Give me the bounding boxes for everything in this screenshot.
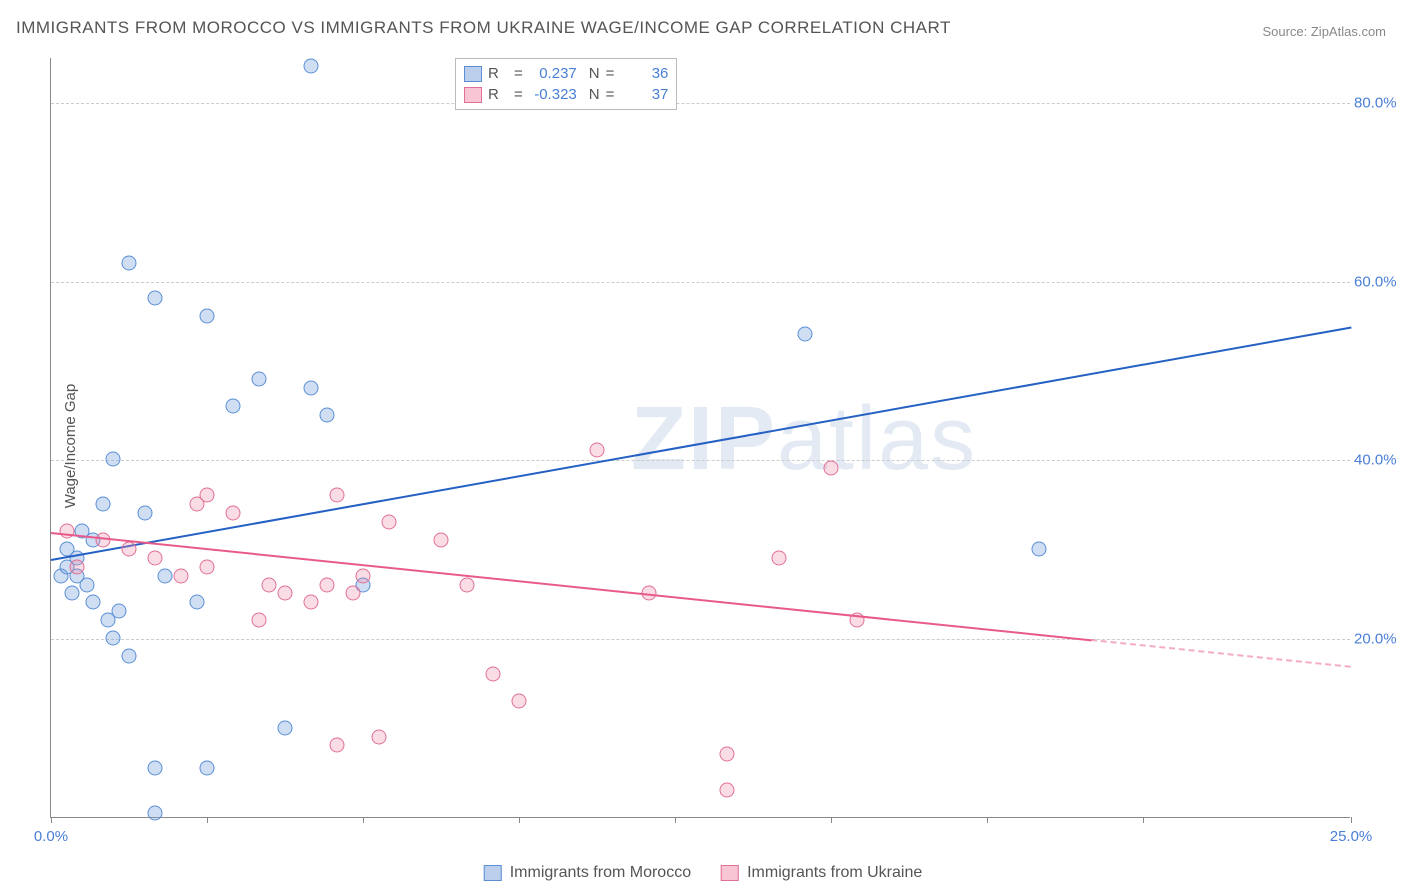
data-point: [382, 514, 397, 529]
swatch-icon: [464, 66, 482, 82]
data-point: [330, 488, 345, 503]
data-point: [304, 380, 319, 395]
x-tick: [1143, 817, 1144, 823]
data-point: [137, 506, 152, 521]
y-tick-label: 40.0%: [1354, 452, 1400, 469]
trend-line: [51, 532, 1091, 641]
stat-n-label: N: [589, 86, 600, 103]
trend-line-dashed: [1091, 639, 1351, 668]
data-point: [434, 532, 449, 547]
data-point: [148, 550, 163, 565]
swatch-icon: [464, 87, 482, 103]
bottom-legend: Immigrants from Morocco Immigrants from U…: [484, 864, 923, 882]
data-point: [772, 550, 787, 565]
gridline: [51, 103, 1350, 104]
data-point: [226, 506, 241, 521]
stat-n-value: 37: [620, 86, 668, 103]
data-point: [345, 586, 360, 601]
data-point: [512, 693, 527, 708]
stats-legend-box: R=0.237N=36R=-0.323N=37: [455, 58, 677, 110]
data-point: [106, 631, 121, 646]
data-point: [106, 452, 121, 467]
data-point: [330, 738, 345, 753]
gridline: [51, 282, 1350, 283]
stat-r-label: R: [488, 65, 508, 82]
stat-r-value: -0.323: [529, 86, 577, 103]
data-point: [356, 568, 371, 583]
stat-r-value: 0.237: [529, 65, 577, 82]
data-point: [319, 407, 334, 422]
data-point: [720, 783, 735, 798]
data-point: [252, 371, 267, 386]
data-point: [371, 729, 386, 744]
stats-row: R=-0.323N=37: [464, 84, 668, 105]
data-point: [319, 577, 334, 592]
x-tick: [519, 817, 520, 823]
x-tick: [675, 817, 676, 823]
gridline: [51, 639, 1350, 640]
data-point: [304, 58, 319, 73]
data-point: [590, 443, 605, 458]
legend-item: Immigrants from Ukraine: [721, 864, 922, 882]
x-tick-label: 25.0%: [1330, 828, 1373, 845]
data-point: [252, 613, 267, 628]
data-point: [111, 604, 126, 619]
x-tick: [831, 817, 832, 823]
data-point: [486, 666, 501, 681]
swatch-icon: [484, 865, 502, 881]
stat-n-label: N: [589, 65, 600, 82]
data-point: [64, 586, 79, 601]
data-point: [122, 649, 137, 664]
x-tick-label: 0.0%: [34, 828, 68, 845]
data-point: [174, 568, 189, 583]
gridline: [51, 460, 1350, 461]
data-point: [278, 586, 293, 601]
x-tick: [51, 817, 52, 823]
data-point: [460, 577, 475, 592]
swatch-icon: [721, 865, 739, 881]
chart-title: IMMIGRANTS FROM MOROCCO VS IMMIGRANTS FR…: [16, 18, 951, 38]
data-point: [122, 255, 137, 270]
data-point: [226, 398, 241, 413]
x-tick: [363, 817, 364, 823]
x-tick: [1351, 817, 1352, 823]
plot-area: ZIPatlas 20.0%40.0%60.0%80.0%0.0%25.0%: [50, 58, 1350, 818]
legend-label: Immigrants from Ukraine: [747, 864, 922, 882]
legend-item: Immigrants from Morocco: [484, 864, 691, 882]
data-point: [96, 497, 111, 512]
x-tick: [987, 817, 988, 823]
data-point: [278, 720, 293, 735]
data-point: [200, 488, 215, 503]
data-point: [798, 327, 813, 342]
data-point: [262, 577, 277, 592]
y-tick-label: 60.0%: [1354, 273, 1400, 290]
data-point: [70, 559, 85, 574]
data-point: [148, 805, 163, 820]
data-point: [200, 559, 215, 574]
stat-n-value: 36: [620, 65, 668, 82]
data-point: [200, 309, 215, 324]
data-point: [189, 595, 204, 610]
data-point: [148, 291, 163, 306]
data-point: [304, 595, 319, 610]
y-tick-label: 80.0%: [1354, 94, 1400, 111]
stats-row: R=0.237N=36: [464, 63, 668, 84]
data-point: [80, 577, 95, 592]
data-point: [158, 568, 173, 583]
y-tick-label: 20.0%: [1354, 631, 1400, 648]
data-point: [85, 595, 100, 610]
x-tick: [207, 817, 208, 823]
data-point: [720, 747, 735, 762]
data-point: [148, 760, 163, 775]
data-point: [200, 760, 215, 775]
data-point: [824, 461, 839, 476]
stat-r-label: R: [488, 86, 508, 103]
data-point: [1032, 541, 1047, 556]
source-label: Source: ZipAtlas.com: [1262, 24, 1386, 39]
trend-line: [51, 326, 1351, 560]
data-point: [122, 541, 137, 556]
legend-label: Immigrants from Morocco: [510, 864, 691, 882]
